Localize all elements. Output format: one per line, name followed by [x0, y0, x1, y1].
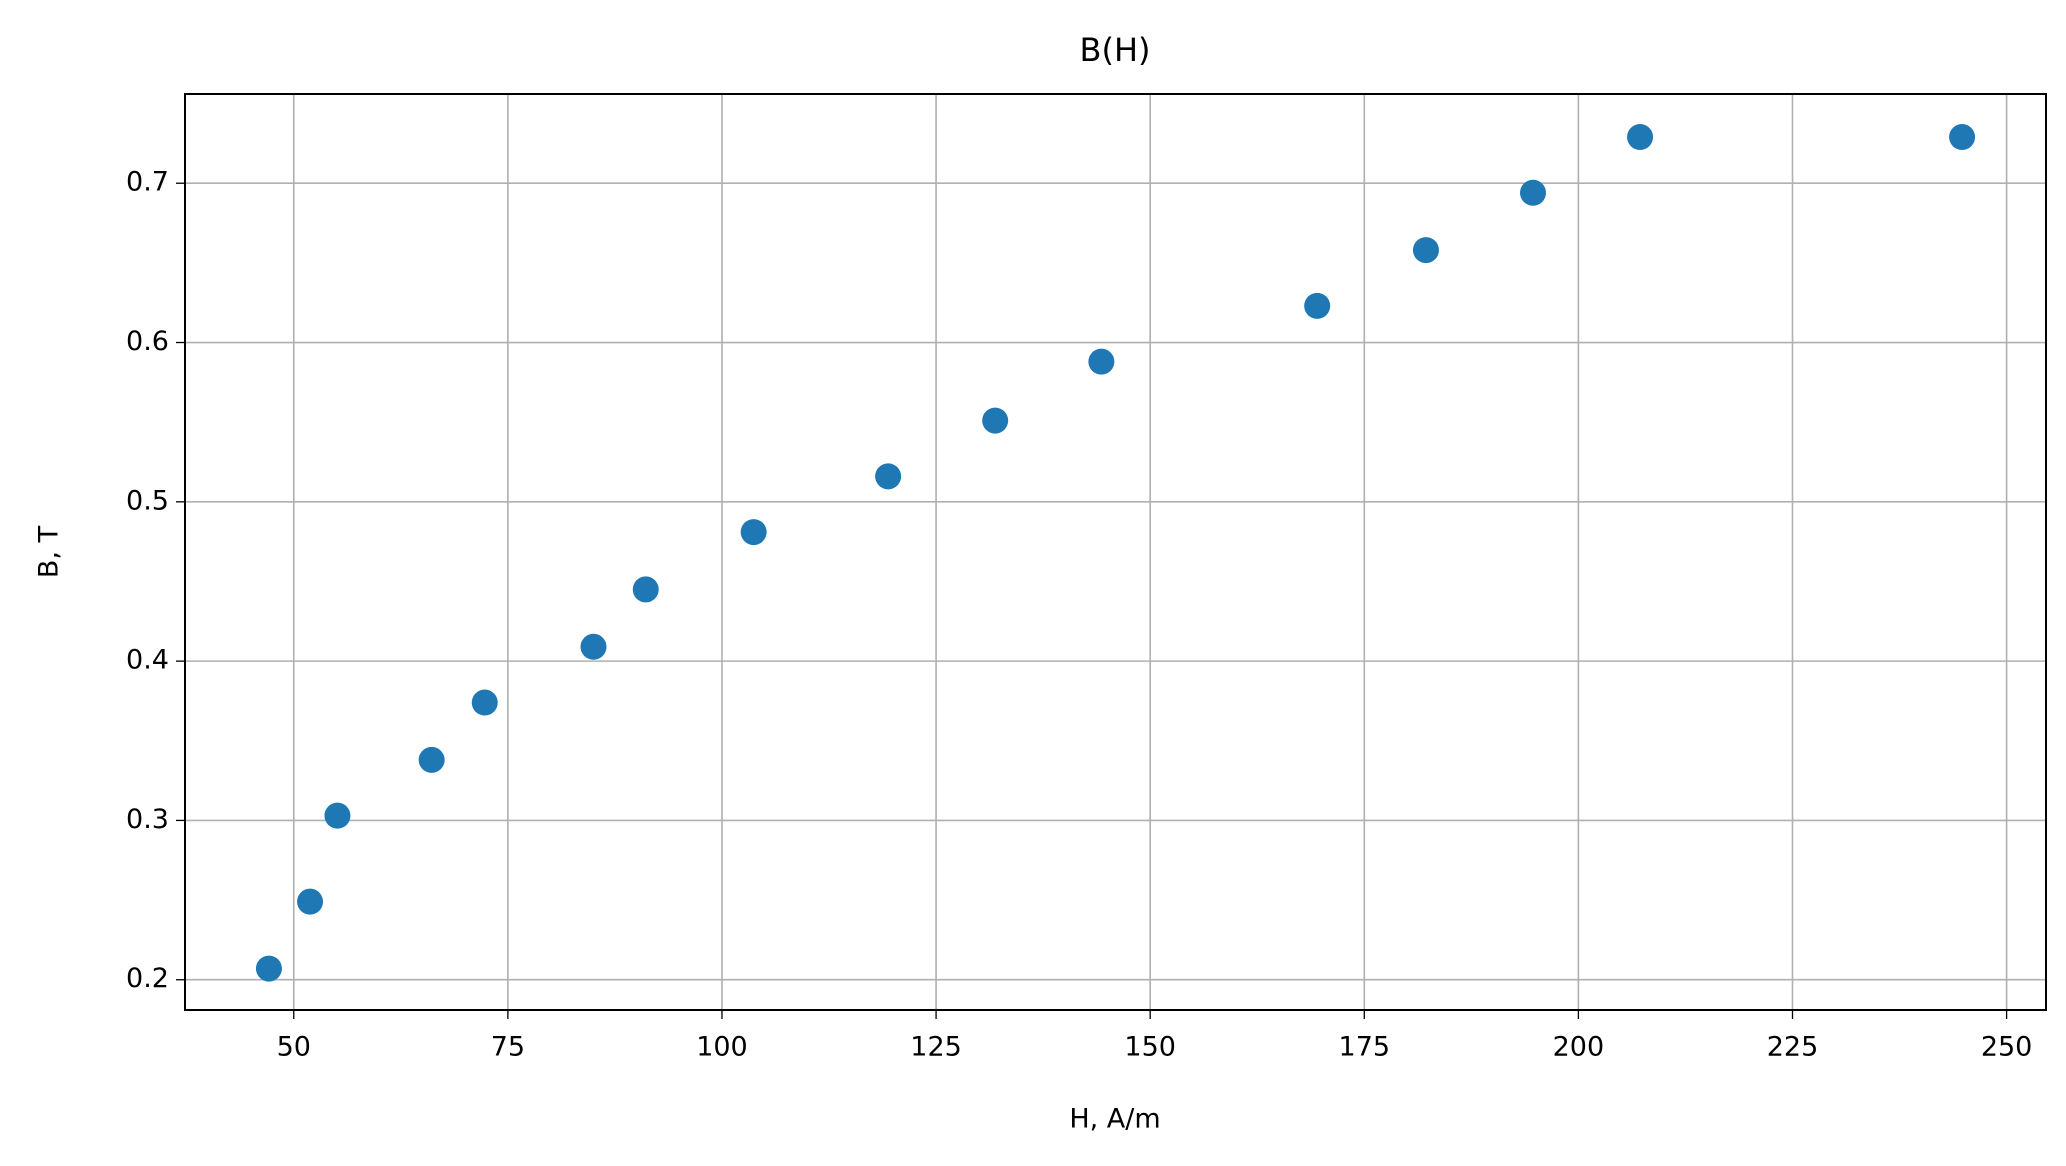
x-tick-label: 75	[491, 1032, 525, 1063]
x-tick-label: 50	[277, 1032, 311, 1063]
point	[740, 519, 767, 546]
point	[255, 955, 282, 982]
x-tick-label: 150	[1124, 1032, 1176, 1063]
point	[1088, 348, 1115, 375]
point	[580, 633, 607, 660]
point	[632, 576, 659, 603]
y-tick-label: 0.5	[126, 485, 169, 516]
point	[418, 746, 445, 773]
x-tick-label: 175	[1339, 1032, 1391, 1063]
x-tick-label: 225	[1767, 1032, 1819, 1063]
y-tick-label: 0.2	[126, 963, 169, 994]
point	[1304, 292, 1331, 319]
point	[324, 802, 351, 829]
point	[1627, 124, 1654, 151]
y-tick-label: 0.6	[126, 326, 169, 357]
plot-frame	[184, 93, 2047, 1011]
x-tick-label: 250	[1981, 1032, 2033, 1063]
point	[1412, 237, 1439, 264]
x-tick-label: 100	[696, 1032, 748, 1063]
point	[875, 463, 902, 490]
point	[1520, 179, 1547, 206]
point	[1949, 124, 1976, 151]
y-tick-label: 0.4	[126, 645, 169, 676]
x-tick-label: 125	[910, 1032, 962, 1063]
point	[982, 407, 1009, 434]
y-tick-label: 0.3	[126, 804, 169, 835]
x-tick-label: 200	[1553, 1032, 1605, 1063]
x-axis-label: H, A/m	[1069, 1104, 1160, 1135]
chart-title: B(H)	[1080, 31, 1151, 69]
point	[297, 888, 324, 915]
point	[471, 689, 498, 716]
y-axis-label: B, T	[34, 525, 65, 578]
y-tick-label: 0.7	[126, 167, 169, 198]
